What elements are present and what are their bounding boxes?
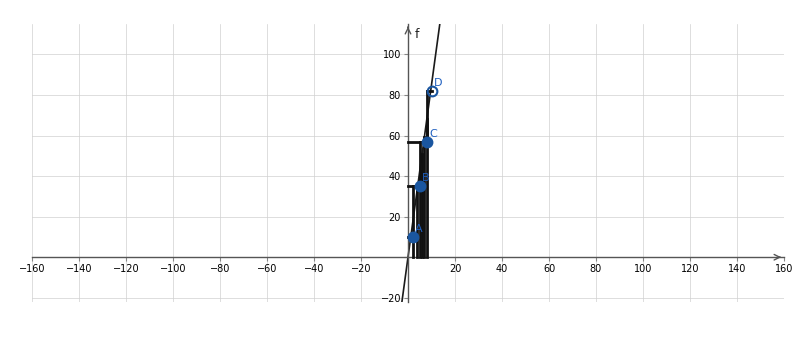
Text: D: D [434, 78, 442, 88]
Text: B: B [422, 173, 430, 183]
Text: f: f [415, 28, 419, 41]
Text: A: A [415, 224, 422, 234]
Text: C: C [429, 129, 437, 139]
